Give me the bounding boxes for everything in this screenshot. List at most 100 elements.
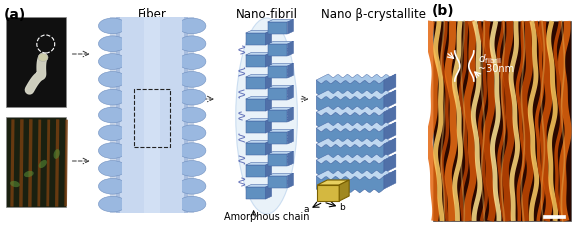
Ellipse shape [98,55,127,70]
Ellipse shape [178,196,206,212]
Ellipse shape [236,19,298,214]
Polygon shape [246,75,272,78]
Polygon shape [339,180,349,201]
Bar [246,187,265,199]
Polygon shape [268,108,294,111]
Bar [184,18,194,213]
Ellipse shape [178,19,206,35]
Text: c: c [324,178,329,187]
Ellipse shape [178,161,206,177]
Polygon shape [316,170,396,180]
Bar [246,143,265,155]
Ellipse shape [178,55,206,70]
Ellipse shape [178,125,206,141]
Polygon shape [316,123,396,132]
Polygon shape [246,185,272,187]
Ellipse shape [98,125,127,141]
Polygon shape [316,106,396,116]
Bar [246,34,265,46]
Bar [246,121,265,134]
Polygon shape [287,20,294,35]
Polygon shape [246,119,272,121]
Bar [6,18,66,108]
Bar [6,117,66,207]
Bar [268,132,287,144]
Bar [433,22,571,221]
Ellipse shape [178,143,206,159]
Ellipse shape [98,143,127,159]
Bar [246,100,265,112]
Bar [268,154,287,166]
Polygon shape [246,53,272,56]
Polygon shape [384,75,396,94]
Text: ~30nm: ~30nm [478,64,514,74]
Ellipse shape [38,54,48,62]
Polygon shape [316,154,396,164]
Polygon shape [268,42,294,45]
Ellipse shape [98,37,127,52]
Polygon shape [287,152,294,166]
Bar [246,78,265,90]
Ellipse shape [98,196,127,212]
Ellipse shape [98,108,127,123]
Ellipse shape [178,108,206,123]
Polygon shape [268,174,294,176]
Ellipse shape [24,171,34,177]
Ellipse shape [178,37,206,52]
Bar [134,90,170,147]
Polygon shape [265,141,272,155]
Text: Fiber: Fiber [138,8,166,21]
Polygon shape [246,163,272,165]
Bar [268,67,287,79]
Polygon shape [246,31,272,34]
Bar [317,185,339,201]
Polygon shape [265,97,272,112]
Polygon shape [316,91,396,101]
Bar [116,18,188,213]
Polygon shape [317,180,349,185]
Polygon shape [268,130,294,132]
Polygon shape [316,97,384,113]
Polygon shape [268,64,294,67]
Text: Amorphous chain: Amorphous chain [224,211,309,221]
Ellipse shape [98,72,127,88]
Bar [268,45,287,57]
Text: (a): (a) [4,8,26,22]
Ellipse shape [54,150,60,159]
Bar [268,176,287,188]
Polygon shape [265,185,272,199]
Polygon shape [384,123,396,141]
Polygon shape [287,42,294,57]
Bar [144,18,160,213]
Polygon shape [268,86,294,89]
Ellipse shape [178,179,206,194]
Polygon shape [265,163,272,177]
Polygon shape [384,91,396,109]
Polygon shape [268,20,294,23]
Ellipse shape [178,90,206,106]
Polygon shape [384,138,396,157]
Polygon shape [316,75,396,85]
Polygon shape [268,152,294,154]
Ellipse shape [39,160,47,168]
Ellipse shape [178,72,206,88]
Bar [110,18,120,213]
Polygon shape [384,106,396,125]
Text: b: b [339,202,345,211]
Text: unit cell: unit cell [328,179,368,188]
Ellipse shape [98,19,127,35]
Polygon shape [287,130,294,144]
Text: $d_{\rm fibril}$: $d_{\rm fibril}$ [478,52,502,65]
Ellipse shape [98,90,127,106]
Polygon shape [316,112,384,129]
Polygon shape [316,176,384,193]
Bar [246,165,265,177]
Polygon shape [316,144,384,161]
Polygon shape [265,119,272,134]
Polygon shape [287,174,294,188]
Bar [268,23,287,35]
Text: a: a [303,204,309,213]
Polygon shape [265,53,272,68]
Polygon shape [316,128,384,145]
Polygon shape [265,75,272,90]
